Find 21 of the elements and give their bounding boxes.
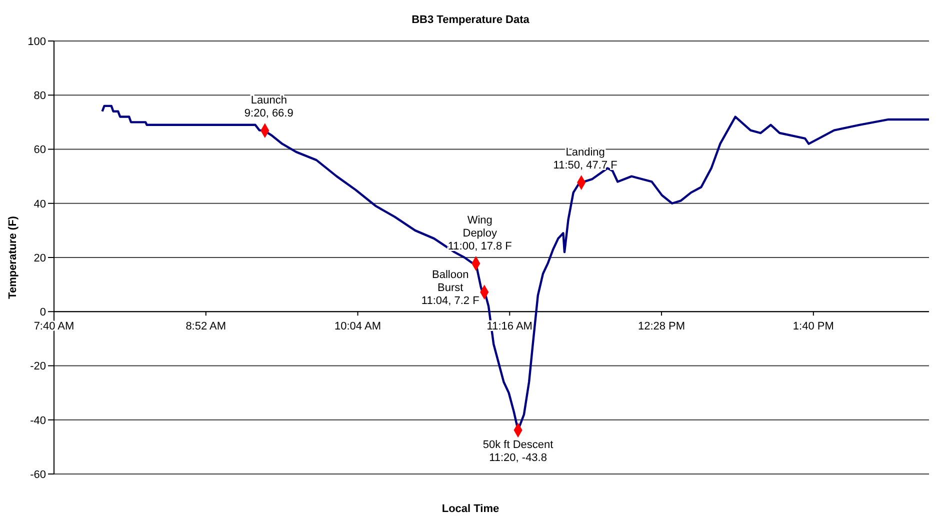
x-tick-label: 1:40 PM (792, 320, 834, 333)
annotation: 50k ft Descent 11:20, -43.8 (482, 439, 554, 464)
annotation: Wing Deploy 11:00, 17.8 F (448, 214, 512, 252)
x-tick-label: 12:28 PM (638, 320, 686, 333)
y-tick-label: 80 (34, 90, 46, 102)
annotation: Landing 11:50, 47.7 F (553, 146, 618, 172)
x-axis-title: Local Time (440, 503, 500, 515)
y-tick-label: -40 (30, 414, 46, 427)
y-tick-label: -60 (30, 468, 46, 481)
chart-title: BB3 Temperature Data (410, 13, 530, 28)
y-tick-label: 20 (34, 252, 46, 264)
x-tick-label: 8:52 AM (186, 320, 226, 333)
y-tick-label: 0 (40, 306, 46, 319)
x-tick-label: 10:04 AM (334, 320, 382, 333)
y-axis-title: Temperature (F) (6, 216, 19, 299)
y-tick-label: 60 (34, 144, 46, 156)
y-tick-label: 40 (34, 198, 46, 210)
y-tick-label: 100 (28, 36, 46, 48)
y-tick-label: -20 (30, 360, 46, 373)
annotation: Balloon Burst 11:04, 7.2 F (421, 269, 480, 308)
annotation: Launch 9:20, 66.9 (244, 94, 294, 120)
